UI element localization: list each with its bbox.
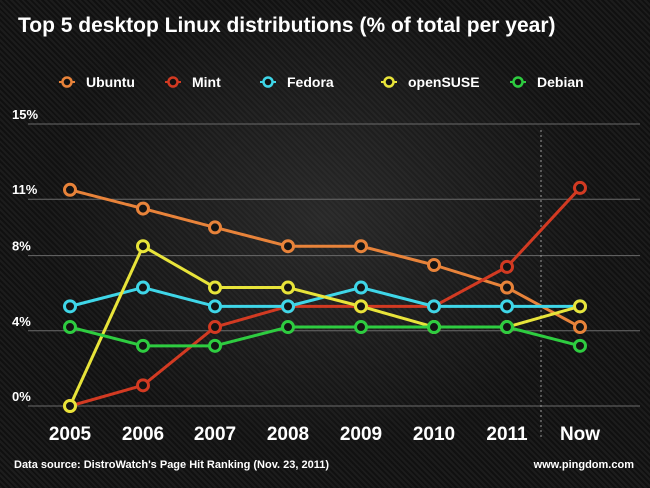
legend-marker-debian: [512, 76, 524, 88]
y-tick-label: 4%: [12, 314, 31, 329]
legend-label-fedora: Fedora: [287, 74, 334, 90]
x-tick-label: 2005: [49, 424, 92, 445]
site-credit: www.pingdom.com: [533, 459, 634, 471]
grid-lines: [28, 123, 640, 407]
data-point-mint: [500, 259, 514, 274]
data-point-opensuse: [63, 399, 77, 413]
series-line-debian: [69, 325, 581, 348]
data-point-opensuse: [573, 299, 587, 314]
x-tick-label: 2010: [413, 424, 455, 445]
data-point-mint: [573, 180, 587, 195]
data-point-opensuse: [136, 239, 150, 254]
data-point-debian: [208, 338, 222, 353]
data-point-fedora: [354, 280, 368, 295]
data-point-ubuntu: [573, 320, 587, 335]
data-point-ubuntu: [208, 220, 222, 235]
legend-marker-opensuse: [383, 76, 395, 88]
data-point-ubuntu: [281, 239, 295, 254]
x-tick-label: 2006: [122, 424, 164, 445]
series-line-ubuntu: [69, 188, 581, 329]
x-tick-label: Now: [560, 424, 600, 445]
data-point-fedora: [500, 299, 514, 314]
legend-label-opensuse: openSUSE: [408, 74, 480, 90]
data-point-debian: [63, 320, 77, 335]
data-point-debian: [500, 320, 514, 335]
data-source-note: Data source: DistroWatch's Page Hit Rank…: [14, 459, 329, 471]
y-tick-label: 11%: [12, 182, 38, 197]
data-point-debian: [354, 320, 368, 335]
chart-title: Top 5 desktop Linux distributions (% of …: [18, 14, 556, 37]
data-point-debian: [427, 320, 441, 335]
data-point-opensuse: [208, 280, 222, 295]
legend-marker-fedora: [262, 76, 274, 88]
data-point-ubuntu: [136, 201, 150, 216]
data-point-fedora: [136, 280, 150, 295]
legend-label-mint: Mint: [192, 74, 221, 90]
x-tick-label: 2008: [267, 424, 309, 445]
data-point-ubuntu: [63, 182, 77, 197]
data-point-opensuse: [354, 299, 368, 314]
series-line-mint: [69, 186, 582, 408]
x-tick-label: 2009: [340, 424, 382, 445]
data-point-mint: [136, 378, 150, 393]
legend-marker-mint: [167, 76, 179, 88]
y-tick-label: 15%: [12, 107, 38, 122]
data-point-debian: [573, 338, 587, 353]
x-tick-label: 2011: [486, 424, 528, 445]
data-point-fedora: [63, 299, 77, 314]
data-point-debian: [281, 320, 295, 335]
data-point-debian: [136, 338, 150, 353]
legend-marker-ubuntu: [61, 76, 73, 88]
y-tick-label: 8%: [12, 239, 31, 254]
data-point-fedora: [427, 299, 441, 314]
data-point-ubuntu: [354, 239, 368, 254]
data-point-mint: [208, 320, 222, 335]
data-point-ubuntu: [427, 258, 441, 272]
legend-label-debian: Debian: [537, 74, 584, 90]
data-point-opensuse: [281, 280, 295, 295]
legend-label-ubuntu: Ubuntu: [86, 74, 135, 90]
data-point-fedora: [281, 299, 295, 314]
y-tick-label: 0%: [12, 389, 31, 404]
data-point-fedora: [208, 299, 222, 314]
x-tick-label: 2007: [194, 424, 236, 445]
data-point-ubuntu: [500, 280, 514, 295]
